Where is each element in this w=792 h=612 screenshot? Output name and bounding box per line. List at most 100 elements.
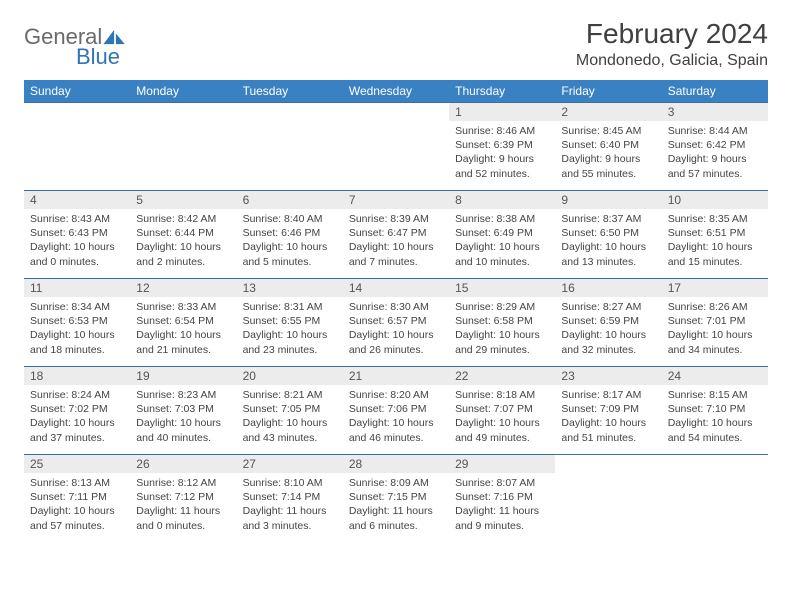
daylight-line2: and 9 minutes. bbox=[455, 519, 549, 533]
daylight-line2: and 37 minutes. bbox=[30, 431, 124, 445]
sunrise-text: Sunrise: 8:09 AM bbox=[349, 476, 443, 490]
day-cell: 20Sunrise: 8:21 AMSunset: 7:05 PMDayligh… bbox=[237, 367, 343, 455]
sunrise-text: Sunrise: 8:46 AM bbox=[455, 124, 549, 138]
sunrise-text: Sunrise: 8:38 AM bbox=[455, 212, 549, 226]
day-cell: 15Sunrise: 8:29 AMSunset: 6:58 PMDayligh… bbox=[449, 279, 555, 367]
empty-cell bbox=[662, 455, 768, 543]
day-details: Sunrise: 8:17 AMSunset: 7:09 PMDaylight:… bbox=[555, 385, 661, 449]
calendar-head: SundayMondayTuesdayWednesdayThursdayFrid… bbox=[24, 80, 768, 103]
day-number: 4 bbox=[24, 191, 130, 209]
empty-cell bbox=[237, 103, 343, 191]
daylight-line1: Daylight: 9 hours bbox=[455, 152, 549, 166]
day-details: Sunrise: 8:40 AMSunset: 6:46 PMDaylight:… bbox=[237, 209, 343, 273]
day-cell: 6Sunrise: 8:40 AMSunset: 6:46 PMDaylight… bbox=[237, 191, 343, 279]
day-cell: 11Sunrise: 8:34 AMSunset: 6:53 PMDayligh… bbox=[24, 279, 130, 367]
day-number: 29 bbox=[449, 455, 555, 473]
sunrise-text: Sunrise: 8:33 AM bbox=[136, 300, 230, 314]
daylight-line2: and 51 minutes. bbox=[561, 431, 655, 445]
sunrise-text: Sunrise: 8:26 AM bbox=[668, 300, 762, 314]
day-details: Sunrise: 8:27 AMSunset: 6:59 PMDaylight:… bbox=[555, 297, 661, 361]
day-details: Sunrise: 8:35 AMSunset: 6:51 PMDaylight:… bbox=[662, 209, 768, 273]
sunrise-text: Sunrise: 8:31 AM bbox=[243, 300, 337, 314]
daylight-line1: Daylight: 11 hours bbox=[349, 504, 443, 518]
day-cell: 27Sunrise: 8:10 AMSunset: 7:14 PMDayligh… bbox=[237, 455, 343, 543]
day-cell: 19Sunrise: 8:23 AMSunset: 7:03 PMDayligh… bbox=[130, 367, 236, 455]
daylight-line2: and 32 minutes. bbox=[561, 343, 655, 357]
sunset-text: Sunset: 6:51 PM bbox=[668, 226, 762, 240]
daylight-line1: Daylight: 10 hours bbox=[30, 328, 124, 342]
daylight-line2: and 34 minutes. bbox=[668, 343, 762, 357]
day-details: Sunrise: 8:10 AMSunset: 7:14 PMDaylight:… bbox=[237, 473, 343, 537]
day-number: 19 bbox=[130, 367, 236, 385]
daylight-line2: and 55 minutes. bbox=[561, 167, 655, 181]
week-row: 4Sunrise: 8:43 AMSunset: 6:43 PMDaylight… bbox=[24, 191, 768, 279]
empty-cell bbox=[24, 103, 130, 191]
daylight-line2: and 54 minutes. bbox=[668, 431, 762, 445]
sunrise-text: Sunrise: 8:42 AM bbox=[136, 212, 230, 226]
weekday-row: SundayMondayTuesdayWednesdayThursdayFrid… bbox=[24, 80, 768, 103]
sunset-text: Sunset: 6:43 PM bbox=[30, 226, 124, 240]
calendar-body: 1Sunrise: 8:46 AMSunset: 6:39 PMDaylight… bbox=[24, 103, 768, 543]
day-cell: 25Sunrise: 8:13 AMSunset: 7:11 PMDayligh… bbox=[24, 455, 130, 543]
day-cell: 18Sunrise: 8:24 AMSunset: 7:02 PMDayligh… bbox=[24, 367, 130, 455]
day-cell: 26Sunrise: 8:12 AMSunset: 7:12 PMDayligh… bbox=[130, 455, 236, 543]
sunset-text: Sunset: 7:02 PM bbox=[30, 402, 124, 416]
daylight-line1: Daylight: 10 hours bbox=[561, 240, 655, 254]
day-cell: 13Sunrise: 8:31 AMSunset: 6:55 PMDayligh… bbox=[237, 279, 343, 367]
sunset-text: Sunset: 7:14 PM bbox=[243, 490, 337, 504]
daylight-line2: and 3 minutes. bbox=[243, 519, 337, 533]
sunset-text: Sunset: 7:11 PM bbox=[30, 490, 124, 504]
page-title: February 2024 bbox=[576, 18, 768, 50]
daylight-line1: Daylight: 10 hours bbox=[30, 416, 124, 430]
weekday-tuesday: Tuesday bbox=[237, 80, 343, 103]
day-cell: 5Sunrise: 8:42 AMSunset: 6:44 PMDaylight… bbox=[130, 191, 236, 279]
sunrise-text: Sunrise: 8:18 AM bbox=[455, 388, 549, 402]
day-details: Sunrise: 8:26 AMSunset: 7:01 PMDaylight:… bbox=[662, 297, 768, 361]
day-details: Sunrise: 8:07 AMSunset: 7:16 PMDaylight:… bbox=[449, 473, 555, 537]
daylight-line2: and 6 minutes. bbox=[349, 519, 443, 533]
day-number: 22 bbox=[449, 367, 555, 385]
logo-text-blue: Blue bbox=[76, 44, 120, 70]
sunset-text: Sunset: 6:53 PM bbox=[30, 314, 124, 328]
daylight-line1: Daylight: 10 hours bbox=[668, 416, 762, 430]
daylight-line2: and 10 minutes. bbox=[455, 255, 549, 269]
day-details: Sunrise: 8:43 AMSunset: 6:43 PMDaylight:… bbox=[24, 209, 130, 273]
daylight-line2: and 43 minutes. bbox=[243, 431, 337, 445]
daylight-line1: Daylight: 10 hours bbox=[136, 240, 230, 254]
daylight-line2: and 57 minutes. bbox=[30, 519, 124, 533]
title-block: February 2024 Mondonedo, Galicia, Spain bbox=[576, 18, 768, 70]
day-details: Sunrise: 8:45 AMSunset: 6:40 PMDaylight:… bbox=[555, 121, 661, 185]
day-details: Sunrise: 8:30 AMSunset: 6:57 PMDaylight:… bbox=[343, 297, 449, 361]
sunrise-text: Sunrise: 8:24 AM bbox=[30, 388, 124, 402]
daylight-line1: Daylight: 10 hours bbox=[455, 416, 549, 430]
day-details: Sunrise: 8:29 AMSunset: 6:58 PMDaylight:… bbox=[449, 297, 555, 361]
sunrise-text: Sunrise: 8:39 AM bbox=[349, 212, 443, 226]
sunrise-text: Sunrise: 8:34 AM bbox=[30, 300, 124, 314]
sunrise-text: Sunrise: 8:40 AM bbox=[243, 212, 337, 226]
weekday-monday: Monday bbox=[130, 80, 236, 103]
daylight-line1: Daylight: 9 hours bbox=[561, 152, 655, 166]
daylight-line1: Daylight: 10 hours bbox=[561, 328, 655, 342]
daylight-line1: Daylight: 10 hours bbox=[349, 328, 443, 342]
sunset-text: Sunset: 6:44 PM bbox=[136, 226, 230, 240]
daylight-line2: and 29 minutes. bbox=[455, 343, 549, 357]
day-cell: 17Sunrise: 8:26 AMSunset: 7:01 PMDayligh… bbox=[662, 279, 768, 367]
week-row: 1Sunrise: 8:46 AMSunset: 6:39 PMDaylight… bbox=[24, 103, 768, 191]
day-cell: 22Sunrise: 8:18 AMSunset: 7:07 PMDayligh… bbox=[449, 367, 555, 455]
daylight-line1: Daylight: 10 hours bbox=[455, 328, 549, 342]
day-cell: 24Sunrise: 8:15 AMSunset: 7:10 PMDayligh… bbox=[662, 367, 768, 455]
day-cell: 28Sunrise: 8:09 AMSunset: 7:15 PMDayligh… bbox=[343, 455, 449, 543]
day-number: 7 bbox=[343, 191, 449, 209]
day-number: 10 bbox=[662, 191, 768, 209]
day-cell: 29Sunrise: 8:07 AMSunset: 7:16 PMDayligh… bbox=[449, 455, 555, 543]
weekday-wednesday: Wednesday bbox=[343, 80, 449, 103]
sunset-text: Sunset: 6:54 PM bbox=[136, 314, 230, 328]
daylight-line2: and 15 minutes. bbox=[668, 255, 762, 269]
day-details: Sunrise: 8:42 AMSunset: 6:44 PMDaylight:… bbox=[130, 209, 236, 273]
day-details: Sunrise: 8:12 AMSunset: 7:12 PMDaylight:… bbox=[130, 473, 236, 537]
day-cell: 23Sunrise: 8:17 AMSunset: 7:09 PMDayligh… bbox=[555, 367, 661, 455]
day-cell: 12Sunrise: 8:33 AMSunset: 6:54 PMDayligh… bbox=[130, 279, 236, 367]
week-row: 25Sunrise: 8:13 AMSunset: 7:11 PMDayligh… bbox=[24, 455, 768, 543]
daylight-line1: Daylight: 9 hours bbox=[668, 152, 762, 166]
daylight-line2: and 13 minutes. bbox=[561, 255, 655, 269]
